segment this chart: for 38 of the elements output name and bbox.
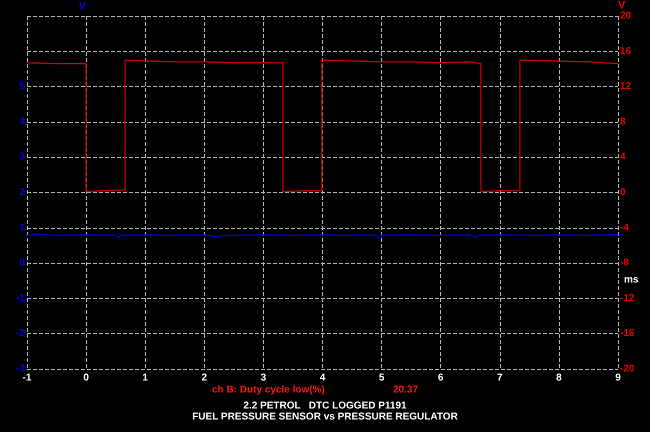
x-tick-label: 1 — [142, 372, 148, 384]
y2-axis-title: V — [618, 0, 626, 12]
text: FUEL PRESSURE SENSOR vs PRESSURE REGULATOR — [192, 412, 459, 422]
x-tick-label: 4 — [320, 372, 326, 384]
y-tick-label: 1 — [19, 222, 26, 234]
y-tick-label: -2 — [16, 328, 26, 340]
y-axis-title: V — [78, 0, 87, 12]
y2-tick-label: 20 — [620, 10, 632, 22]
y2-tick-label: -4 — [620, 222, 630, 234]
y-tick-label: -3 — [16, 364, 26, 374]
y2-tick-label: 8 — [620, 116, 626, 128]
x-tick-label: 0 — [83, 372, 90, 384]
y-tick-label: 3 — [19, 152, 26, 163]
y2-tick-label: 16 — [620, 46, 632, 57]
y-tick-label: 0 — [19, 258, 26, 269]
y2-tick-label: -8 — [620, 258, 630, 269]
x-tick-label: 8 — [556, 372, 562, 384]
y-tick-label: 4 — [19, 116, 26, 128]
text: ch B: Duty cycle low(%) — [212, 384, 325, 396]
y2-tick-label: 0 — [620, 187, 626, 198]
y2-tick-label: 12 — [620, 81, 632, 92]
x-tick-label: 2 — [202, 372, 208, 384]
x-tick-label: 9 — [615, 372, 622, 384]
y2-tick-label: -12 — [620, 292, 635, 304]
y-tick-label: 2 — [19, 187, 26, 198]
y2-tick-label: -16 — [620, 328, 635, 340]
y-tick-label: 5 — [19, 81, 26, 92]
text: 20.37 — [393, 384, 418, 396]
x-axis-title: ms — [624, 274, 639, 286]
y2-tick-label: -20 — [620, 364, 635, 374]
x-tick-label: 7 — [497, 372, 504, 384]
y2-tick-label: 4 — [620, 152, 626, 163]
x-tick-label: 5 — [378, 372, 385, 384]
y-tick-label: -1 — [16, 292, 26, 304]
x-tick-label: 6 — [438, 372, 444, 384]
line-series — [26, 60, 619, 192]
text: 2.2 PETROL DTC LOGGED P1191 — [243, 400, 408, 412]
x-tick-label: 3 — [260, 372, 267, 384]
